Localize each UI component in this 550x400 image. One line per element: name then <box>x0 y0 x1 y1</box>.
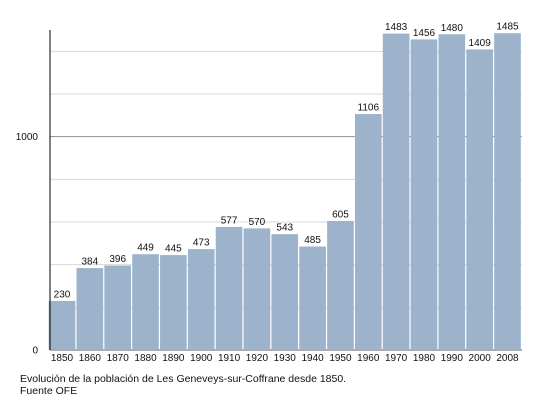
x-tick-label-1990: 1990 <box>441 353 464 364</box>
bar-1890 <box>160 255 187 350</box>
bar-1880 <box>132 254 159 350</box>
y-tick-label-0: 0 <box>32 346 38 357</box>
x-tick-label-1910: 1910 <box>218 353 241 364</box>
data-label-1970: 1483 <box>385 22 408 33</box>
bar-1930 <box>271 234 299 350</box>
x-tick-label-1930: 1930 <box>274 353 297 364</box>
x-tick-label-1920: 1920 <box>246 353 269 364</box>
x-tick-label-1970: 1970 <box>385 353 408 364</box>
data-label-1880: 449 <box>137 243 154 254</box>
data-label-2000: 1409 <box>469 38 492 49</box>
x-tick-label-1900: 1900 <box>190 353 213 364</box>
data-label-1860: 384 <box>82 257 99 268</box>
bar-1990 <box>438 34 466 351</box>
bars <box>48 33 521 351</box>
data-label-1940: 485 <box>304 235 321 246</box>
data-label-1910: 577 <box>221 215 238 226</box>
data-label-1890: 445 <box>165 244 182 255</box>
bar-1850 <box>48 300 76 350</box>
data-label-1950: 605 <box>332 209 349 220</box>
data-label-1870: 396 <box>109 254 126 265</box>
data-labels: 230 384 396 449 445 473 577 570 543 485 605 1106 148… <box>54 22 519 301</box>
data-label-1980: 1456 <box>413 28 436 39</box>
x-tick-label-1870: 1870 <box>107 353 130 364</box>
chart-caption: Evolución de la población de Les Genevey… <box>20 373 347 385</box>
bar-1980 <box>410 39 438 351</box>
x-tick-label-1850: 1850 <box>51 353 74 364</box>
x-tick-labels: 1850 1860 1870 1880 1890 1900 1910 1920 1930 1940… <box>51 353 519 364</box>
x-tick-label-2008: 2008 <box>496 353 519 364</box>
x-tick-label-1880: 1880 <box>134 353 157 364</box>
bar-1950 <box>327 220 354 350</box>
bar-2008 <box>494 33 521 350</box>
data-label-1990: 1480 <box>441 23 464 34</box>
gridlines <box>50 50 522 351</box>
bar-1920 <box>243 228 271 350</box>
bar-1970 <box>382 33 410 350</box>
data-label-1920: 570 <box>249 217 266 228</box>
bar-1910 <box>215 226 243 350</box>
bar-1960 <box>354 114 382 350</box>
y-tick-label-1000: 1000 <box>16 132 39 143</box>
data-label-1900: 473 <box>193 238 210 249</box>
x-tick-label-1890: 1890 <box>162 353 185 364</box>
x-tick-label-2000: 2000 <box>469 353 492 364</box>
data-label-1930: 543 <box>276 223 293 234</box>
data-label-1850: 230 <box>54 289 71 300</box>
bar-1870 <box>104 265 132 350</box>
x-tick-label-1980: 1980 <box>413 353 436 364</box>
bar-1940 <box>299 246 326 350</box>
bar-1900 <box>187 249 215 350</box>
data-label-1960: 1106 <box>358 103 380 114</box>
x-tick-label-1960: 1960 <box>357 353 380 364</box>
bar-2000 <box>466 49 493 351</box>
bar-1860 <box>76 268 104 350</box>
x-tick-label-1860: 1860 <box>79 353 102 364</box>
y-tick-labels: 0 1000 <box>16 132 39 356</box>
x-tick-label-1940: 1940 <box>301 353 324 364</box>
data-label-2008: 1485 <box>496 22 519 33</box>
x-tick-label-1950: 1950 <box>329 353 352 364</box>
chart-source: Fuente OFE <box>20 385 78 397</box>
